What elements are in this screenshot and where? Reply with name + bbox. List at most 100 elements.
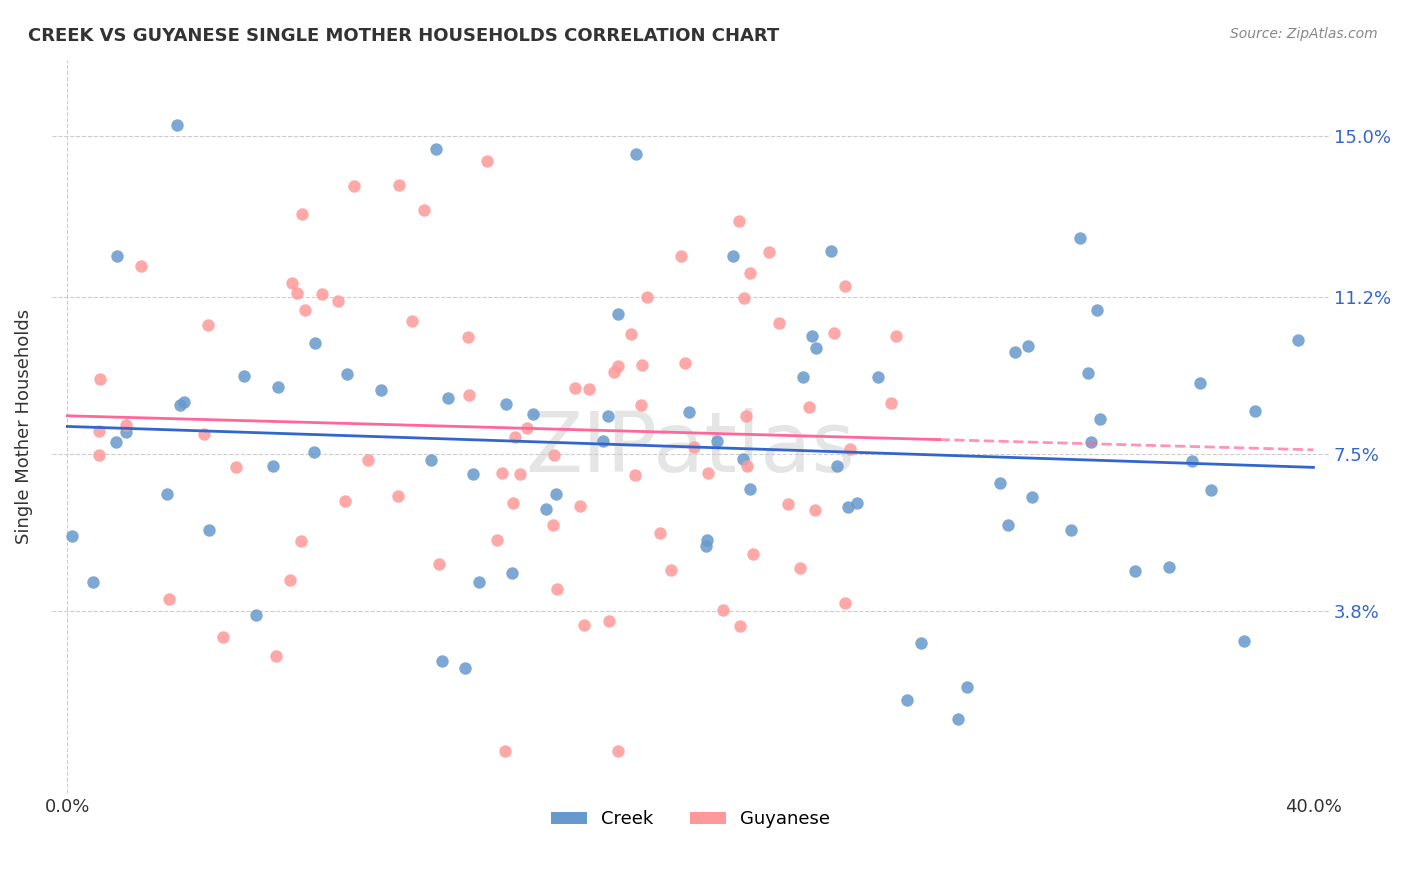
Point [311, 286, 333, 301]
Point [114, 425, 136, 440]
Point [173, 395, 195, 409]
Point [659, 564, 682, 578]
Point [572, 618, 595, 632]
Point [198, 523, 221, 537]
Point [792, 370, 814, 384]
Point [820, 244, 842, 259]
Point [740, 266, 762, 280]
Point [825, 459, 848, 474]
Text: ZIPatlas: ZIPatlas [526, 408, 855, 489]
Point [1188, 376, 1211, 390]
Point [267, 380, 290, 394]
Point [105, 434, 128, 449]
Point [543, 448, 565, 462]
Point [285, 285, 308, 300]
Point [546, 582, 568, 596]
Point [733, 291, 755, 305]
Point [1077, 367, 1099, 381]
Point [598, 409, 620, 423]
Point [388, 178, 411, 192]
Point [1199, 483, 1222, 497]
Point [1004, 345, 1026, 359]
Point [420, 453, 443, 467]
Legend: Creek, Guyanese: Creek, Guyanese [544, 803, 838, 836]
Point [343, 179, 366, 194]
Point [598, 614, 620, 628]
Point [603, 365, 626, 379]
Point [1244, 403, 1267, 417]
Point [468, 575, 491, 590]
Point [461, 467, 484, 481]
Point [806, 342, 828, 356]
Point [89, 424, 111, 438]
Point [896, 693, 918, 707]
Point [87, 448, 110, 462]
Point [620, 326, 643, 341]
Point [711, 602, 734, 616]
Point [60, 529, 83, 543]
Point [387, 489, 409, 503]
Point [278, 573, 301, 587]
Point [245, 608, 267, 623]
Point [733, 451, 755, 466]
Point [82, 574, 104, 589]
Point [1181, 454, 1204, 468]
Point [997, 518, 1019, 533]
Point [669, 249, 692, 263]
Point [636, 290, 658, 304]
Point [607, 359, 630, 373]
Point [845, 496, 868, 510]
Point [1017, 339, 1039, 353]
Point [607, 744, 630, 758]
Point [304, 335, 326, 350]
Point [569, 500, 592, 514]
Point [457, 330, 479, 344]
Point [1123, 564, 1146, 578]
Point [543, 517, 565, 532]
Point [734, 409, 756, 424]
Point [834, 596, 856, 610]
Point [437, 391, 460, 405]
Point [956, 680, 979, 694]
Point [193, 427, 215, 442]
Point [768, 316, 790, 330]
Point [728, 619, 751, 633]
Point [910, 636, 932, 650]
Point [264, 648, 287, 663]
Point [564, 381, 586, 395]
Point [157, 592, 180, 607]
Point [430, 654, 453, 668]
Point [758, 244, 780, 259]
Point [800, 328, 823, 343]
Point [262, 458, 284, 473]
Point [673, 356, 696, 370]
Point [516, 421, 538, 435]
Y-axis label: Single Mother Households: Single Mother Households [15, 309, 32, 544]
Point [328, 293, 350, 308]
Point [706, 434, 728, 448]
Point [501, 566, 523, 580]
Point [302, 445, 325, 459]
Point [804, 503, 827, 517]
Point [695, 539, 717, 553]
Point [129, 259, 152, 273]
Point [502, 496, 524, 510]
Point [335, 494, 357, 508]
Point [1088, 412, 1111, 426]
Point [884, 329, 907, 343]
Point [458, 387, 481, 401]
Point [696, 467, 718, 481]
Point [683, 440, 706, 454]
Point [606, 307, 628, 321]
Point [735, 459, 758, 474]
Point [115, 417, 138, 432]
Point [425, 142, 447, 156]
Point [834, 279, 856, 293]
Point [728, 213, 751, 227]
Point [412, 203, 434, 218]
Point [723, 249, 745, 263]
Point [357, 453, 380, 467]
Point [742, 547, 765, 561]
Point [823, 326, 845, 340]
Point [1286, 333, 1309, 347]
